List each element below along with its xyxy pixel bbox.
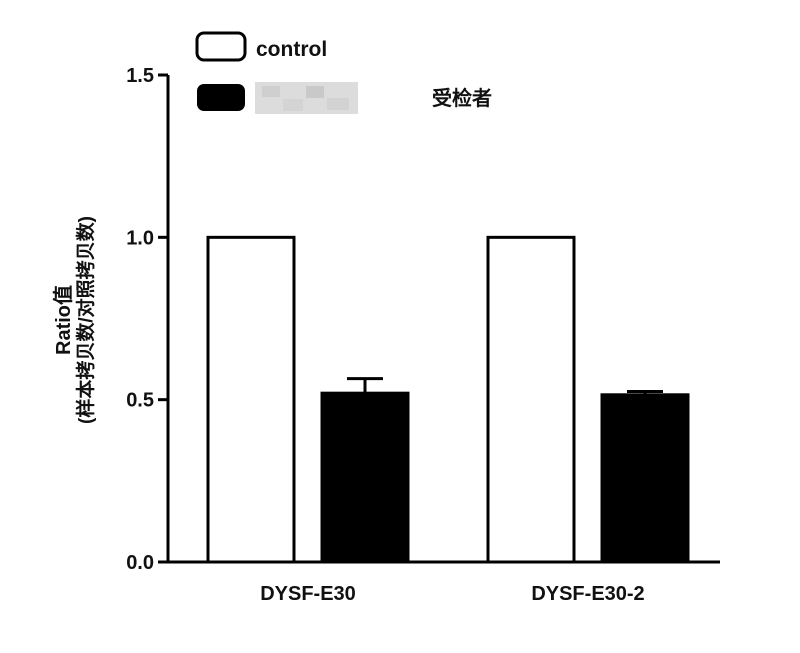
legend: control 受检者 bbox=[195, 31, 492, 114]
legend-label-redacted bbox=[255, 82, 358, 114]
y-tick-label: 1.5 bbox=[126, 65, 154, 87]
y-axis-ticks: 0.0 0.5 1.0 1.5 bbox=[126, 65, 168, 574]
legend-label-control: control bbox=[256, 38, 327, 61]
y-axis-label-line-1: Ratio值 bbox=[51, 285, 75, 355]
legend-item-control: control bbox=[195, 31, 327, 62]
subject-annotation: 受检者 bbox=[432, 86, 492, 110]
bar-subject-0 bbox=[320, 391, 410, 564]
legend-item-subject bbox=[197, 82, 358, 114]
legend-swatch-subject bbox=[197, 84, 245, 111]
bar-control-0 bbox=[206, 235, 296, 564]
bars bbox=[206, 235, 690, 564]
x-tick-label: DYSF-E30-2 bbox=[531, 583, 644, 605]
y-tick-label: 0.0 bbox=[126, 552, 154, 574]
y-tick-label: 1.0 bbox=[126, 227, 154, 249]
y-axis-label: Ratio值 (样本拷贝数/对照拷贝数) bbox=[51, 216, 97, 424]
y-axis-label-line-2: (样本拷贝数/对照拷贝数) bbox=[74, 216, 97, 424]
y-tick-label: 0.5 bbox=[126, 390, 154, 412]
x-tick-label: DYSF-E30 bbox=[260, 583, 356, 605]
bar-control-1 bbox=[486, 235, 576, 564]
legend-swatch-control bbox=[195, 31, 247, 62]
bar-subject-1 bbox=[600, 393, 690, 564]
x-axis-tick-labels: DYSF-E30 DYSF-E30-2 bbox=[260, 583, 644, 605]
